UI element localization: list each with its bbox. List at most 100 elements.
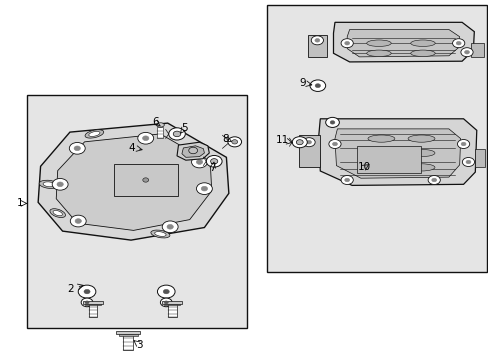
Ellipse shape [325,117,339,127]
Polygon shape [177,142,209,160]
Ellipse shape [70,215,86,227]
Ellipse shape [410,50,434,57]
Ellipse shape [231,140,237,144]
Ellipse shape [201,186,207,191]
Ellipse shape [53,211,62,216]
Bar [85,304,101,305]
Ellipse shape [39,180,59,188]
Ellipse shape [332,142,337,146]
Ellipse shape [196,159,203,164]
Ellipse shape [410,40,434,46]
Ellipse shape [341,175,352,184]
Bar [114,164,177,196]
Text: 1: 1 [17,198,24,208]
Ellipse shape [210,159,217,164]
Bar [299,135,319,167]
Text: 11: 11 [275,135,289,145]
Ellipse shape [314,39,319,42]
Ellipse shape [142,178,148,182]
Ellipse shape [81,298,93,307]
Ellipse shape [227,137,241,147]
Ellipse shape [407,149,434,157]
Ellipse shape [366,50,390,57]
Ellipse shape [344,178,349,182]
Ellipse shape [462,157,474,166]
Ellipse shape [460,142,465,146]
Text: 6: 6 [152,117,159,127]
Bar [83,301,102,304]
Ellipse shape [196,183,212,194]
Polygon shape [334,129,460,178]
Text: 8: 8 [222,134,229,144]
Text: 10: 10 [357,162,370,172]
Polygon shape [38,123,228,240]
Ellipse shape [74,146,80,151]
Ellipse shape [464,50,468,54]
Ellipse shape [142,136,149,140]
Bar [162,301,182,304]
Ellipse shape [156,123,164,127]
Ellipse shape [309,80,325,91]
Ellipse shape [292,137,306,148]
Ellipse shape [344,41,349,45]
Bar [157,127,163,138]
Ellipse shape [69,143,85,154]
Ellipse shape [168,128,185,140]
Ellipse shape [465,160,470,164]
Bar [119,334,137,336]
Ellipse shape [162,221,178,233]
Ellipse shape [329,121,334,124]
Polygon shape [318,119,476,185]
Ellipse shape [328,139,341,148]
Ellipse shape [191,156,207,168]
Ellipse shape [75,219,81,223]
Ellipse shape [138,132,153,144]
Ellipse shape [160,298,172,307]
Ellipse shape [151,230,169,238]
Ellipse shape [154,231,166,237]
Bar [164,304,180,305]
Ellipse shape [85,301,89,304]
Ellipse shape [341,39,352,48]
Ellipse shape [452,39,464,48]
Ellipse shape [188,147,197,154]
Ellipse shape [164,301,168,304]
Ellipse shape [43,182,55,187]
Bar [266,5,486,272]
Bar [307,35,326,57]
Polygon shape [56,134,211,230]
Ellipse shape [460,48,472,57]
Ellipse shape [206,156,222,167]
Text: 5: 5 [181,123,188,133]
Ellipse shape [173,131,181,137]
Polygon shape [346,30,459,57]
Ellipse shape [78,285,96,298]
Ellipse shape [407,135,434,142]
Text: 9: 9 [298,78,305,88]
Ellipse shape [296,140,303,145]
Ellipse shape [84,289,90,294]
Text: 7: 7 [209,163,216,173]
Bar [470,43,483,57]
Ellipse shape [52,179,68,190]
Polygon shape [182,146,204,157]
Ellipse shape [50,209,65,217]
Ellipse shape [367,164,394,171]
Ellipse shape [85,130,103,138]
Bar [474,149,484,167]
Ellipse shape [314,84,320,88]
Ellipse shape [163,289,169,294]
Ellipse shape [306,140,311,144]
Bar [167,304,176,317]
Ellipse shape [367,149,394,157]
Bar [356,146,420,173]
Bar [116,330,140,334]
Ellipse shape [311,36,323,45]
Bar [88,304,97,317]
Ellipse shape [166,225,173,229]
Ellipse shape [302,138,314,147]
Text: 2: 2 [67,284,74,294]
Ellipse shape [157,285,175,298]
Ellipse shape [367,135,394,142]
Ellipse shape [457,139,469,148]
